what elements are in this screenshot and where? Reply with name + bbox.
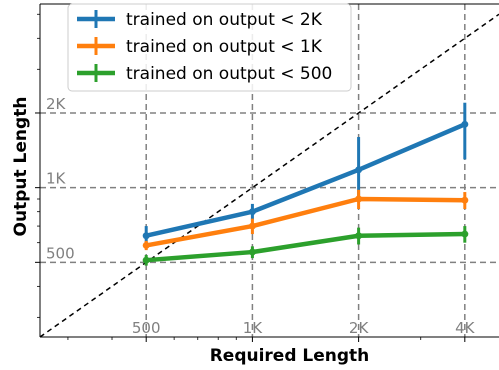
series-line <box>145 196 465 248</box>
data-point <box>355 166 363 174</box>
y-tick-label: 500 <box>46 244 75 262</box>
tick-labels: 500 1K 2K 4K 500 1K 2K <box>46 95 476 337</box>
series-1 <box>142 189 469 251</box>
data-point <box>355 195 363 203</box>
x-tick-label: 2K <box>349 319 370 337</box>
data-point <box>461 230 469 238</box>
y-tick-label: 2K <box>46 95 67 113</box>
reference-line <box>39 13 499 338</box>
data-point <box>461 196 469 204</box>
x-tick-label: 4K <box>455 319 476 337</box>
y-axis-label: Output Length <box>11 97 31 237</box>
series-2 <box>142 226 469 266</box>
data-point <box>142 232 150 240</box>
data-point <box>248 248 256 256</box>
series-lines <box>142 102 469 266</box>
x-tick-label: 500 <box>132 319 161 337</box>
data-point <box>142 241 150 249</box>
series-0 <box>142 102 469 247</box>
identity-reference-line <box>39 13 499 338</box>
legend-label: trained on output < 500 <box>126 64 332 84</box>
data-point <box>355 232 363 240</box>
series-line <box>146 231 465 263</box>
legend-item: trained on output < 1K <box>77 37 323 57</box>
legend: trained on output < 2K trained on output … <box>67 3 352 92</box>
data-point <box>461 120 469 128</box>
series-line <box>145 122 466 238</box>
legend-label: trained on output < 1K <box>126 37 323 57</box>
x-tick-label: 1K <box>243 319 264 337</box>
data-point <box>248 208 256 216</box>
legend-label: trained on output < 2K <box>126 10 323 30</box>
legend-item: trained on output < 500 <box>77 64 332 84</box>
legend-box <box>67 3 352 92</box>
data-point <box>142 256 150 264</box>
x-axis-label: Required Length <box>210 346 370 366</box>
legend-item: trained on output < 2K <box>77 10 323 30</box>
data-point <box>248 222 256 230</box>
y-tick-label: 1K <box>46 170 67 188</box>
